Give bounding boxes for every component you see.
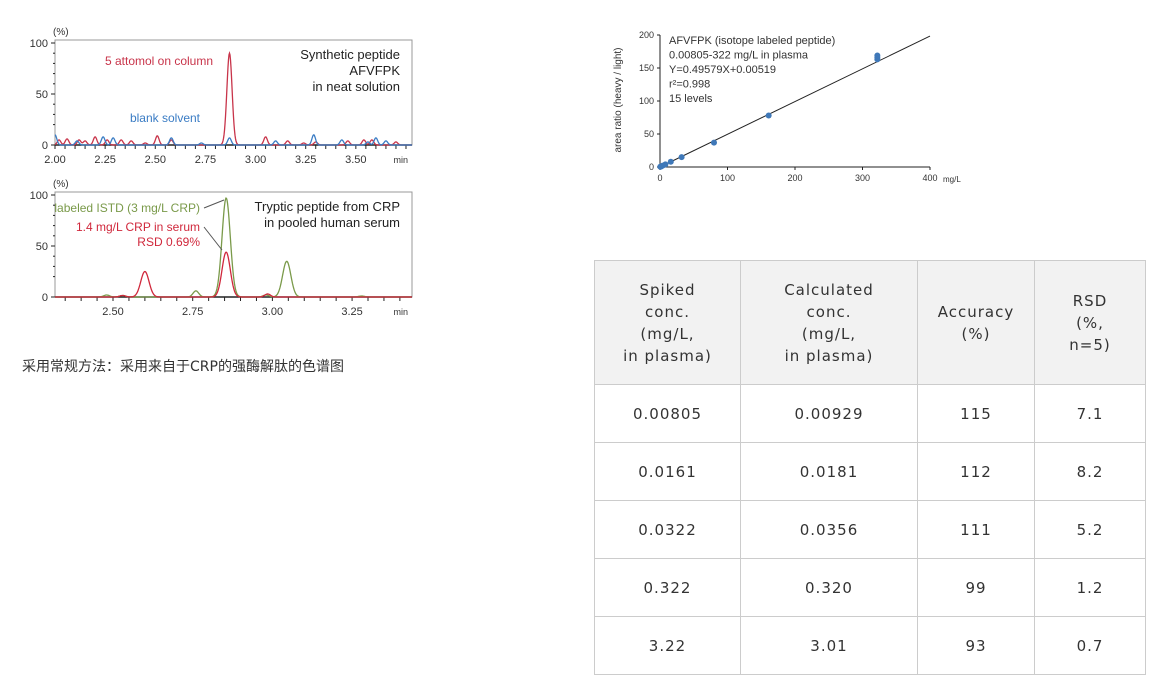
x-tick-label: 400 xyxy=(922,173,937,183)
table-cell: 115 xyxy=(917,384,1035,443)
fit-line xyxy=(659,35,931,168)
x-tick-label: 2.75 xyxy=(195,154,216,166)
column-header: RSD (%, n=5) xyxy=(1034,260,1146,385)
table-cell: 0.0181 xyxy=(740,442,918,501)
table-row: 0.322 0.320 99 1.2 xyxy=(594,558,1146,617)
figure-caption: 采用常规方法：采用来自于CRP的强酶解肽的色谱图 xyxy=(22,359,344,375)
table-cell: 0.0161 xyxy=(594,442,741,501)
table-cell: 0.0356 xyxy=(740,500,918,559)
chromatogram-trace-1 xyxy=(54,134,412,146)
data-point xyxy=(765,112,772,119)
x-tick-label: 100 xyxy=(720,173,735,183)
y-tick-label: 0 xyxy=(42,292,48,304)
table-cell: 3.22 xyxy=(594,616,741,675)
accuracy-table: Spiked conc. (mg/L, in plasma) Calculated con… xyxy=(594,260,1146,675)
series-label: 5 attomol on column xyxy=(105,54,213,68)
x-tick-label: 2.50 xyxy=(145,154,166,166)
chart-title-line: Synthetic peptide xyxy=(300,47,400,62)
chart-title-line: in pooled human serum xyxy=(264,215,400,230)
table-cell: 1.2 xyxy=(1034,558,1146,617)
table-cell: 0.00929 xyxy=(740,384,918,443)
x-tick-label: 2.75 xyxy=(182,306,203,318)
table-cell: 0.7 xyxy=(1034,616,1146,675)
x-tick-label: 2.50 xyxy=(102,306,123,318)
table-cell: 3.01 xyxy=(740,616,918,675)
y-tick-label: 0 xyxy=(649,162,654,172)
table-cell: 99 xyxy=(917,558,1035,617)
x-axis-label: min xyxy=(393,155,408,165)
x-tick-label: 3.50 xyxy=(345,154,366,166)
x-axis-label: min xyxy=(393,307,408,317)
data-point xyxy=(678,154,685,161)
table-cell: 0.322 xyxy=(594,558,741,617)
x-tick-label: 2.25 xyxy=(94,154,115,166)
annotation-line: 15 levels xyxy=(669,93,713,105)
table-cell: 93 xyxy=(917,616,1035,675)
series-label: blank solvent xyxy=(130,111,201,125)
table-row: 0.0322 0.0356 111 5.2 xyxy=(594,500,1146,559)
table-cell: 5.2 xyxy=(1034,500,1146,559)
table-cell: 112 xyxy=(917,442,1035,501)
column-header: Accuracy (%) xyxy=(917,260,1035,385)
series-label: labeled ISTD (3 mg/L CRP) xyxy=(54,201,200,215)
table-cell: 0.0322 xyxy=(594,500,741,559)
x-tick-label: 3.25 xyxy=(295,154,316,166)
table-cell: 7.1 xyxy=(1034,384,1146,443)
x-tick-label: 0 xyxy=(657,173,662,183)
x-tick-label: 300 xyxy=(855,173,870,183)
annotation-line: Y=0.49579X+0.00519 xyxy=(669,64,776,76)
rsd-label: RSD 0.69% xyxy=(137,235,200,249)
series-label: 1.4 mg/L CRP in serum xyxy=(76,220,200,234)
table-row: 0.00805 0.00929 115 7.1 xyxy=(594,384,1146,443)
y-axis-label: (%) xyxy=(53,179,69,190)
charts: (%) min 0 50 100 2.00 2.25 2.50 2.75 3.00 3.25 3.50… xyxy=(30,27,962,318)
x-tick-label: 3.00 xyxy=(245,154,266,166)
chromatogram-trace-1 xyxy=(55,251,412,298)
x-tick-label: 3.00 xyxy=(262,306,283,318)
data-point xyxy=(667,158,674,165)
y-tick-label: 150 xyxy=(639,63,654,73)
column-header: Spiked conc. (mg/L, in plasma) xyxy=(594,260,741,385)
table-cell: 111 xyxy=(917,500,1035,559)
data-point xyxy=(711,139,717,146)
table-row: 3.22 3.01 93 0.7 xyxy=(594,616,1146,675)
table-row: 0.0161 0.0181 112 8.2 xyxy=(594,442,1146,501)
column-header: Calculated conc. (mg/L, in plasma) xyxy=(740,260,918,385)
leader-line xyxy=(203,226,223,251)
data-point xyxy=(874,52,881,59)
chart-title-line: AFVFPK xyxy=(349,63,400,78)
y-tick-label: 100 xyxy=(639,96,654,106)
x-tick-label: 3.25 xyxy=(341,306,362,318)
y-axis-label: area ratio (heavy / light) xyxy=(613,47,624,152)
x-axis-label: mg/L xyxy=(943,175,961,184)
y-tick-label: 50 xyxy=(36,241,48,253)
y-tick-label: 50 xyxy=(644,129,654,139)
annotation-line: r²=0.998 xyxy=(669,79,710,91)
y-tick-label: 100 xyxy=(30,190,48,202)
leader-line xyxy=(203,199,225,209)
x-tick-label: 2.00 xyxy=(44,154,65,166)
chart-title-line: Tryptic peptide from CRP xyxy=(255,199,400,214)
x-tick-label: 200 xyxy=(787,173,802,183)
y-tick-label: 50 xyxy=(36,89,48,101)
annotation-line: 0.00805-322 mg/L in plasma xyxy=(669,50,809,62)
chart-title-line: in neat solution xyxy=(313,79,400,94)
table-cell: 0.00805 xyxy=(594,384,741,443)
y-tick-label: 200 xyxy=(639,30,654,40)
y-tick-label: 100 xyxy=(30,38,48,50)
data-point xyxy=(662,161,669,168)
y-tick-label: 0 xyxy=(42,140,48,152)
table-cell: 0.320 xyxy=(740,558,918,617)
y-axis-label: (%) xyxy=(53,27,69,38)
table-cell: 8.2 xyxy=(1034,442,1146,501)
annotation-line: AFVFPK (isotope labeled peptide) xyxy=(669,35,835,47)
